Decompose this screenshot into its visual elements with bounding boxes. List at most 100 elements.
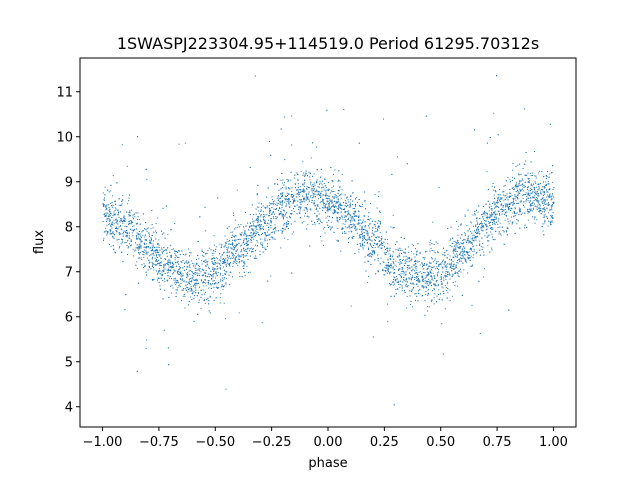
data-point xyxy=(201,260,203,262)
data-point xyxy=(114,207,116,209)
data-point xyxy=(443,279,445,281)
data-point xyxy=(538,207,540,209)
data-point xyxy=(128,200,130,202)
data-point xyxy=(205,265,207,267)
data-point xyxy=(352,217,354,219)
data-point xyxy=(446,297,448,299)
data-point xyxy=(293,198,295,200)
data-point xyxy=(282,187,284,189)
data-point xyxy=(115,203,117,205)
data-point xyxy=(472,243,473,245)
data-point xyxy=(249,271,251,273)
data-point xyxy=(318,219,320,221)
data-point xyxy=(477,211,479,213)
data-point xyxy=(234,247,235,248)
data-point xyxy=(552,205,554,207)
data-point xyxy=(486,217,488,219)
data-point xyxy=(353,225,355,227)
data-point xyxy=(329,226,331,228)
data-point xyxy=(160,261,162,263)
data-point xyxy=(543,204,545,206)
data-point xyxy=(550,215,552,217)
data-point xyxy=(139,218,140,220)
data-point xyxy=(471,304,473,306)
data-point xyxy=(246,245,248,247)
data-point xyxy=(185,253,187,255)
data-point xyxy=(534,222,536,224)
data-point xyxy=(176,280,178,282)
data-point xyxy=(424,300,426,302)
data-point xyxy=(306,196,308,198)
data-point xyxy=(193,295,195,297)
data-point xyxy=(496,203,498,205)
data-point xyxy=(429,242,431,244)
data-point xyxy=(371,236,373,238)
data-point xyxy=(535,177,537,179)
data-point xyxy=(167,233,169,235)
data-point xyxy=(243,234,245,236)
data-point xyxy=(441,323,443,325)
data-point xyxy=(141,251,143,252)
data-point xyxy=(112,245,114,247)
data-point xyxy=(522,190,524,192)
data-point xyxy=(231,247,233,249)
data-point xyxy=(168,296,170,298)
data-point xyxy=(512,169,514,171)
data-point xyxy=(199,268,201,269)
data-point xyxy=(152,227,154,229)
data-point xyxy=(277,230,279,232)
data-point xyxy=(306,188,308,190)
data-point xyxy=(143,256,145,258)
data-point xyxy=(316,189,318,191)
data-point xyxy=(534,151,535,152)
data-point xyxy=(456,256,458,258)
data-point xyxy=(518,191,519,193)
data-point xyxy=(436,266,438,268)
data-point xyxy=(212,268,214,270)
data-point xyxy=(434,258,436,260)
data-point xyxy=(409,272,411,274)
data-point xyxy=(349,206,351,208)
data-point xyxy=(406,295,408,297)
data-point xyxy=(268,234,270,236)
data-point xyxy=(463,257,465,259)
data-point xyxy=(297,173,299,175)
data-point xyxy=(133,213,135,215)
data-point xyxy=(401,250,403,252)
data-point xyxy=(163,247,165,249)
data-point xyxy=(326,195,328,196)
data-point xyxy=(470,222,472,224)
data-point xyxy=(512,215,514,217)
data-point xyxy=(291,213,293,215)
data-point xyxy=(518,210,520,212)
data-point xyxy=(175,284,177,286)
data-point xyxy=(352,200,354,202)
data-point xyxy=(475,237,477,239)
data-point xyxy=(386,252,387,254)
data-point xyxy=(398,254,400,256)
data-point xyxy=(301,189,303,191)
data-point xyxy=(319,195,321,197)
data-point xyxy=(455,265,457,267)
data-point xyxy=(243,267,245,269)
data-point xyxy=(317,205,319,207)
data-point xyxy=(305,193,307,195)
data-point xyxy=(178,285,180,287)
data-point xyxy=(299,201,301,203)
data-point xyxy=(404,262,406,264)
data-point xyxy=(156,259,157,261)
data-point xyxy=(308,171,310,173)
data-point xyxy=(454,273,456,274)
data-point xyxy=(456,256,458,258)
data-point xyxy=(225,388,227,390)
data-point xyxy=(393,227,395,229)
data-point xyxy=(496,213,498,215)
data-point xyxy=(130,244,132,246)
data-point xyxy=(337,219,339,221)
data-point xyxy=(161,271,163,273)
data-point xyxy=(409,272,411,274)
data-point xyxy=(456,243,458,245)
data-point xyxy=(490,227,492,229)
data-point xyxy=(503,210,505,212)
data-point xyxy=(247,244,249,246)
